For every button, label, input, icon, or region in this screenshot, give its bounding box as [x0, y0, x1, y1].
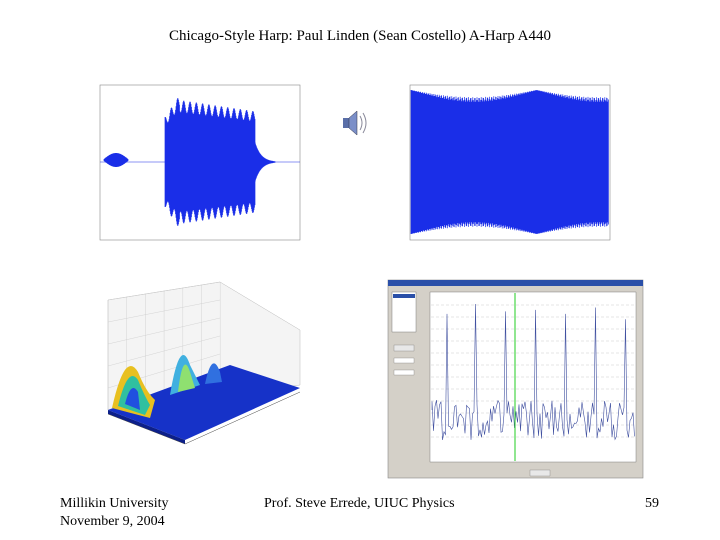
footer-date: November 9, 2004 [60, 514, 165, 530]
speaker-icon [343, 111, 366, 135]
footer-author: Prof. Steve Errede, UIUC Physics [264, 496, 455, 512]
waveform-trace [411, 90, 608, 234]
page-number: 59 [645, 496, 659, 512]
waveform-2 [411, 90, 608, 234]
waveform-trace [165, 98, 255, 225]
app-screenshot [388, 280, 643, 478]
slide-title: Chicago-Style Harp: Paul Linden (Sean Co… [0, 28, 720, 45]
footer-institution: Millikin University [60, 496, 169, 512]
spectrogram-3d [108, 282, 300, 444]
